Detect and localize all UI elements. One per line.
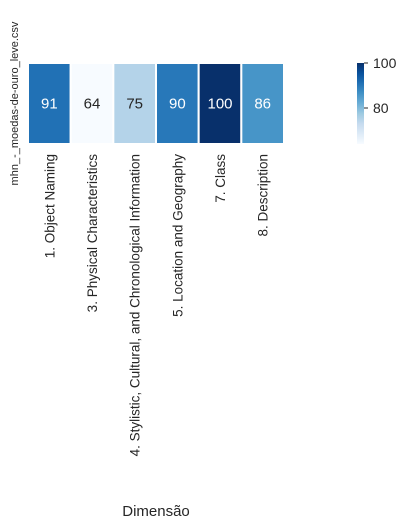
x-axis-label: Dimensão [122,503,190,520]
heatmap-cell [112,62,158,145]
colorbar-tick-label: 100 [373,55,397,71]
x-tick-label: 3. Physical Characteristics [85,154,100,313]
cell-value-label: 91 [41,96,58,113]
x-tick-label: 8. Description [256,154,271,237]
y-tick-label: mhn_-_moedas-de-ouro_leve.csv [9,21,21,185]
heatmap-labels: 91 64 75 90 100 86 mhn_-_moedas-de-ouro_leve.c… [9,21,271,456]
x-tick-label: 1. Object Naming [42,154,57,258]
cell-value-label: 64 [84,96,101,113]
cell-value-label: 86 [254,96,271,113]
x-tick-label: 7. Class [213,154,228,203]
heatmap-cells [27,62,285,145]
cell-value-label: 75 [126,96,143,113]
colorbar-tick-label: 80 [373,100,389,116]
heatmap-cell [69,62,115,145]
heatmap-cell [27,62,72,145]
x-tick-label: 4. Stylistic, Cultural, and Chronologica… [128,154,143,456]
x-tick-label: 5. Location and Geography [170,154,185,317]
cell-value-label: 90 [169,96,186,113]
colorbar-gradient [357,63,364,144]
heatmap-cell [240,62,285,145]
heatmap-cell [197,62,243,145]
colorbar: 80 100 [357,55,397,144]
cell-value-label: 100 [207,96,232,113]
